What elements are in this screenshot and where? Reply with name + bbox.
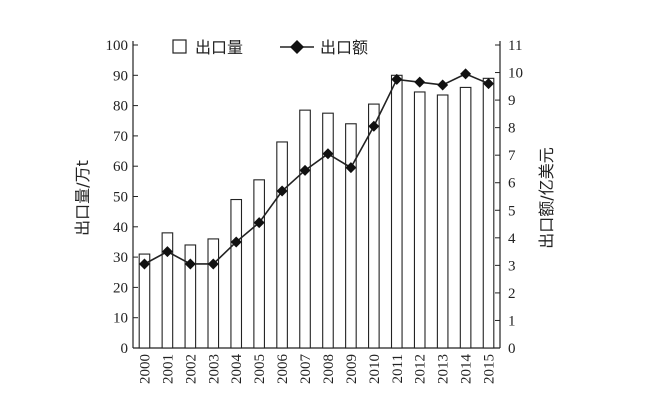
right-tick-label: 1	[508, 313, 516, 329]
left-tick-label: 10	[113, 311, 128, 327]
left-tick-label: 60	[113, 159, 128, 175]
export-value-line	[144, 73, 489, 265]
marker-2002	[184, 258, 196, 270]
legend-marker	[290, 40, 304, 54]
marker-2000	[138, 258, 150, 270]
marker-2007	[299, 164, 311, 176]
marker-2005	[253, 217, 265, 229]
marker-2011	[391, 73, 403, 85]
legend-label-export-volume: 出口量	[195, 38, 243, 57]
legend-bar-swatch	[172, 39, 187, 54]
bar-2001	[161, 232, 174, 349]
right-tick-label: 3	[508, 258, 516, 274]
x-tick-label-2002: 2002	[183, 354, 199, 384]
left-tick-label: 30	[113, 250, 128, 266]
right-tick-label: 5	[508, 203, 516, 219]
right-tick-label: 10	[508, 66, 523, 82]
left-tick-label: 70	[113, 129, 128, 145]
bar-2007	[299, 109, 311, 349]
left-tick-label: 100	[106, 38, 129, 54]
legend-label-export-value: 出口额	[320, 38, 368, 57]
marker-2006	[276, 185, 288, 197]
right-tick-label: 7	[508, 148, 516, 164]
right-axis: 0 1 2 3 4 5 6 7 8 9 10 11	[495, 38, 523, 357]
line-series-export-value	[138, 68, 495, 270]
left-tick-label: 90	[113, 68, 128, 84]
right-tick-label: 11	[508, 38, 522, 54]
x-tick-label-2011: 2011	[390, 354, 406, 383]
bar-2004	[230, 198, 243, 349]
right-tick-label: 4	[508, 231, 516, 247]
bar-2012	[413, 91, 426, 349]
marker-2015	[483, 78, 495, 90]
bar-2003	[207, 238, 220, 349]
bar-2000	[138, 253, 151, 349]
x-tick-label-2001: 2001	[160, 354, 176, 384]
left-tick-label: 50	[113, 190, 128, 206]
x-tick-label-2005: 2005	[252, 354, 268, 384]
left-axis: 0 10 20 30 40 50 60 70 80 90 100	[106, 38, 138, 357]
x-tick-label-2000: 2000	[137, 354, 153, 384]
marker-2014	[460, 68, 472, 80]
marker-2012	[414, 76, 426, 88]
marker-2008	[322, 148, 334, 160]
bar-2002	[184, 244, 197, 349]
right-tick-label: 9	[508, 93, 516, 109]
bar-2011	[390, 74, 403, 349]
marker-2013	[437, 79, 449, 91]
x-tick-label-2008: 2008	[321, 354, 337, 384]
marker-2004	[230, 236, 242, 248]
bar-2008	[322, 112, 334, 349]
bar-2006	[276, 141, 288, 349]
left-tick-label: 80	[113, 99, 128, 115]
x-tick-label-2004: 2004	[229, 354, 245, 385]
right-tick-label: 6	[508, 176, 516, 192]
marker-2003	[207, 258, 219, 270]
left-tick-label: 0	[121, 341, 129, 357]
bar-2015	[482, 77, 495, 349]
bar-2009	[345, 123, 357, 349]
x-tick-label-2010: 2010	[367, 354, 383, 384]
right-tick-label: 0	[508, 341, 516, 357]
left-axis-title: 出口量/万t	[73, 160, 92, 236]
x-tick-label-2012: 2012	[413, 354, 429, 384]
x-tick-label-2009: 2009	[344, 354, 360, 384]
right-axis-title: 出口额/亿美元	[537, 147, 556, 248]
left-tick-label: 40	[113, 220, 128, 236]
left-tick-label: 20	[113, 280, 128, 296]
bar-series-export-volume	[138, 74, 495, 349]
right-tick-label: 8	[508, 121, 516, 137]
x-axis: 2000 2001 2002 2003 2004 2005 2006 2007 2008 2009…	[137, 354, 497, 385]
x-tick-label-2003: 2003	[206, 354, 222, 384]
x-tick-label-2014: 2014	[459, 354, 475, 385]
x-tick-label-2007: 2007	[298, 354, 314, 385]
x-tick-label-2013: 2013	[436, 354, 452, 384]
bar-2013	[436, 94, 449, 349]
bar-2005	[253, 179, 265, 349]
bar-2014	[459, 86, 472, 349]
x-tick-label-2015: 2015	[482, 354, 498, 384]
marker-2001	[161, 246, 173, 258]
marker-2009	[345, 162, 357, 174]
x-tick-label-2006: 2006	[275, 354, 291, 385]
marker-2010	[368, 120, 380, 132]
right-tick-label: 2	[508, 286, 516, 302]
legend: 出口量 出口额	[172, 38, 368, 57]
bar-2010	[368, 103, 380, 349]
